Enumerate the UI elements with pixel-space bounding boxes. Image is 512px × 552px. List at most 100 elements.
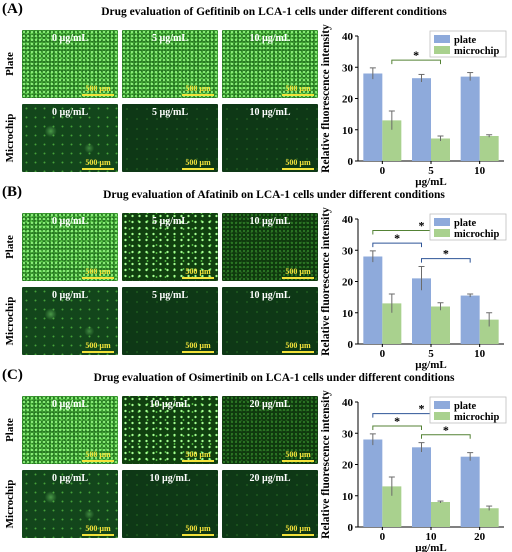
panel-label: (C) (2, 367, 23, 383)
concentration-label: 5 µg/mL (151, 216, 189, 227)
bar-microchip (382, 303, 402, 344)
bar-chart: Relative fluorescence intensity 0 10 20 30 40… (320, 207, 507, 371)
significance-label: * (413, 48, 419, 62)
bar-plate (460, 295, 480, 344)
plate-micrograph: 10 µg/mL 500 µm (122, 396, 218, 464)
y-tick-label: 40 (342, 214, 354, 226)
significance-label: * (443, 247, 449, 261)
bar-plate (412, 447, 431, 527)
row-label-text: Microchip (4, 113, 16, 163)
concentration-label: 0 µg/mL (51, 473, 89, 484)
panel-2: (B) Drug evaluation of Afatinib on LCA-1 … (0, 183, 512, 371)
bar-plate (363, 73, 383, 161)
microchip-micrograph: 0 µg/mL 500 µm (22, 104, 118, 172)
legend-label: microchip (454, 229, 499, 240)
concentration-label: 5 µg/mL (151, 107, 189, 118)
bar-microchip (431, 502, 450, 527)
scale-bar: 500 µm (82, 450, 114, 462)
significance-bracket (391, 59, 441, 65)
microchip-micrograph: 5 µg/mL 500 µm (122, 287, 218, 355)
bar-chart: Relative fluorescence intensity 0 10 20 30 40… (320, 390, 507, 552)
concentration-label: 0 µg/mL (51, 216, 89, 227)
scale-bar: 500 µm (282, 341, 314, 353)
panel-label: (A) (2, 1, 23, 17)
scale-bar: 500 µm (182, 450, 214, 462)
row-label: Plate (2, 213, 18, 281)
y-tick-label: 10 (342, 125, 354, 137)
bar-chart: Relative fluorescence intensity 0 10 20 30 40… (320, 24, 507, 188)
concentration-label: 0 µg/mL (51, 399, 89, 410)
y-tick-label: 10 (342, 308, 354, 320)
row-label: Plate (2, 396, 18, 464)
bar-plate (412, 278, 431, 344)
row-label: Microchip (2, 104, 18, 172)
x-tick-label: 10 (426, 531, 438, 543)
bar-microchip (431, 306, 450, 344)
scale-bar: 500 µm (82, 158, 114, 170)
y-tick-label: 20 (342, 460, 354, 472)
plate-micrograph: 0 µg/mL 500 µm (22, 396, 118, 464)
significance-label: * (394, 231, 400, 245)
bar-plate (460, 456, 480, 527)
significance-bracket (372, 425, 422, 431)
scale-bar: 500 µm (182, 267, 214, 279)
microchip-micrograph: 10 µg/mL 500 µm (222, 287, 318, 355)
x-axis-label: µg/mL (415, 542, 446, 552)
y-tick-label: 0 (348, 522, 354, 534)
legend-swatch (434, 401, 450, 409)
concentration-label: 10 µg/mL (249, 290, 291, 301)
bar-microchip (382, 486, 402, 527)
panel-label: (B) (2, 184, 22, 200)
bar-microchip (479, 319, 499, 344)
concentration-label: 0 µg/mL (51, 290, 89, 301)
row-label-text: Plate (4, 418, 16, 442)
scale-bar: 500 µm (82, 341, 114, 353)
bar-microchip (479, 136, 499, 161)
x-tick-label: 10 (474, 348, 486, 360)
y-axis-label: Relative fluorescence intensity (320, 207, 332, 356)
concentration-label: 20 µg/mL (249, 399, 291, 410)
y-axis-label: Relative fluorescence intensity (320, 390, 332, 539)
panel-title: Drug evaluation of Osimertinib on LCA-1 … (93, 372, 455, 384)
concentration-label: 10 µg/mL (249, 33, 291, 44)
scale-bar: 500 µm (82, 267, 114, 279)
legend-label: microchip (454, 412, 499, 423)
x-tick-label: 5 (428, 348, 434, 360)
x-tick-label: 0 (380, 165, 386, 177)
bar-microchip (479, 508, 499, 527)
row-label-text: Plate (4, 235, 16, 259)
row-label-text: Microchip (4, 479, 16, 529)
plate-micrograph: 5 µg/mL 500 µm (122, 213, 218, 281)
significance-bracket (421, 258, 471, 263)
scale-bar: 500 µm (282, 267, 314, 279)
significance-label: * (419, 402, 425, 416)
significance-label: * (443, 423, 449, 437)
microchip-micrograph: 5 µg/mL 500 µm (122, 104, 218, 172)
panel-1: (A) Drug evaluation of Gefitinib on LCA-1… (0, 0, 512, 188)
legend-label: plate (454, 218, 477, 229)
legend-label: microchip (454, 46, 499, 57)
panel-title: Drug evaluation of Gefitinib on LCA-1 ce… (101, 6, 447, 18)
scale-bar: 500 µm (282, 524, 314, 536)
scale-bar: 500 µm (282, 450, 314, 462)
significance-label: * (394, 414, 400, 428)
y-tick-label: 20 (342, 94, 354, 106)
row-label-text: Microchip (4, 296, 16, 346)
y-axis-label: Relative fluorescence intensity (320, 24, 332, 173)
y-tick-label: 30 (342, 62, 354, 74)
row-label-text: Plate (4, 52, 16, 76)
significance-label: * (419, 219, 425, 233)
row-label: Microchip (2, 470, 18, 538)
y-tick-label: 10 (342, 491, 354, 503)
scale-bar: 500 µm (282, 158, 314, 170)
y-tick-label: 30 (342, 245, 354, 257)
bar-microchip (431, 138, 450, 161)
scale-bar: 500 µm (82, 84, 114, 96)
microchip-micrograph: 20 µg/mL 500 µm (222, 470, 318, 538)
legend-label: plate (454, 35, 477, 46)
legend-swatch (434, 46, 450, 54)
concentration-label: 10 µg/mL (249, 107, 291, 118)
